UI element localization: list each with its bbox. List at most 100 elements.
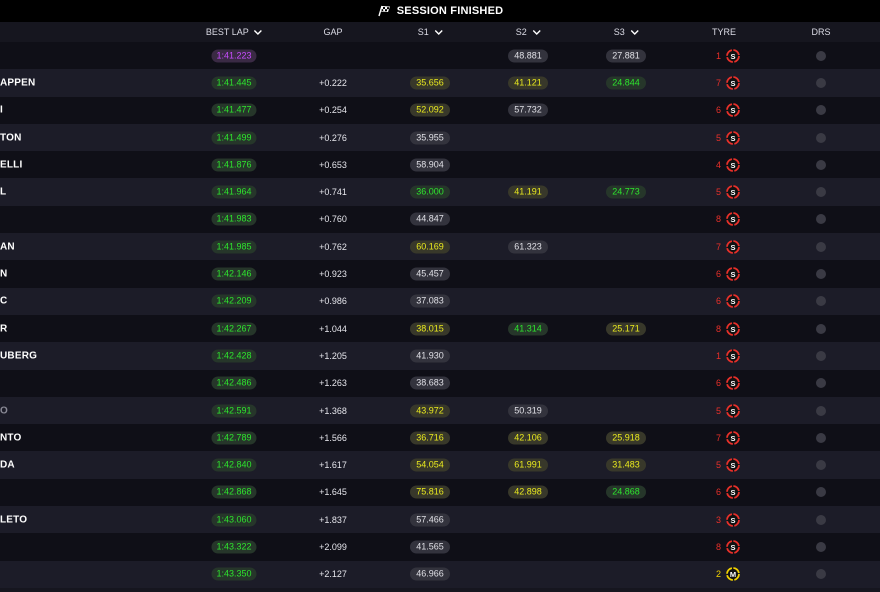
table-row[interactable]: DA 1:42.840 +1.617 54.054 61.991 31.483 5 S (0, 451, 880, 479)
drs-indicator (816, 269, 826, 280)
table-row[interactable]: TON 1:41.499 +0.276 35.955 5 S (0, 123, 880, 152)
drs-indicator (816, 432, 826, 443)
chevron-down-icon (254, 30, 263, 36)
best-lap-time: 1:43.322 (211, 540, 257, 554)
table-row[interactable]: L 1:41.964 +0.741 36.000 41.191 24.773 5 S (0, 178, 880, 206)
table-row[interactable]: 1:42.486 +1.263 38.683 6 S (0, 369, 880, 397)
sector-3-time: 25.918 (606, 431, 646, 445)
sector-1-time: 60.169 (410, 240, 450, 254)
sector-1-time: 52.092 (410, 103, 450, 117)
sector-2-time: 41.314 (508, 322, 548, 336)
table-row[interactable]: C 1:42.209 +0.986 37.083 6 S (0, 287, 880, 315)
sector-2-time: 41.191 (508, 185, 548, 199)
sector-1-time: 41.565 (410, 540, 450, 554)
tyre-compound: S (731, 51, 736, 60)
gap-value: +1.263 (319, 378, 347, 389)
gap-value: +0.276 (319, 132, 347, 143)
sector-2-time: 61.323 (508, 240, 548, 254)
drs-indicator (816, 50, 826, 61)
table-row[interactable]: N 1:42.146 +0.923 45.457 6 S (0, 260, 880, 288)
sector-1-time: 57.466 (410, 513, 450, 527)
table-row[interactable]: APPEN 1:41.445 +0.222 35.656 41.121 24.844 7 S (0, 69, 880, 97)
sector-3-time: 24.868 (606, 485, 646, 499)
table-row[interactable]: LETO 1:43.060 +1.837 57.466 3 S (0, 506, 880, 534)
best-lap-time: 1:42.789 (211, 431, 257, 445)
column-s2[interactable]: S2 (516, 22, 541, 42)
tyre-age: 6 (715, 105, 722, 116)
table-row[interactable]: UBERG 1:42.428 +1.205 41.930 1 S (0, 342, 880, 370)
driver-name: L (0, 186, 7, 198)
tyre-age: 5 (715, 460, 722, 471)
table-row[interactable]: R 1:42.267 +1.044 38.015 41.314 25.171 8 S (0, 314, 880, 343)
soft-tyre-icon: S (726, 212, 740, 227)
gap-value: +0.222 (319, 77, 347, 88)
drs-indicator (816, 378, 826, 389)
tyre-compound: S (731, 379, 736, 388)
driver-name: AN (0, 241, 15, 253)
tyre-age: 2 (715, 569, 722, 580)
drs-indicator (816, 296, 826, 307)
table-row[interactable]: 1:41.983 +0.760 44.847 8 S (0, 205, 880, 234)
table-row[interactable]: ELLI 1:41.876 +0.653 58.904 4 S (0, 151, 880, 179)
table-row[interactable]: AN 1:41.985 +0.762 60.169 61.323 7 S (0, 233, 880, 261)
column-s1[interactable]: S1 (418, 22, 443, 42)
sector-1-time: 44.847 (410, 212, 450, 226)
table-row[interactable]: 1:43.322 +2.099 41.565 8 S (0, 533, 880, 561)
sector-2-time: 50.319 (508, 404, 548, 417)
gap-value: +0.923 (319, 269, 347, 280)
driver-name: O (0, 405, 8, 416)
tyre-compound: S (731, 515, 736, 524)
sector-1-time: 54.054 (410, 458, 450, 472)
table-row[interactable]: 1:41.223 48.881 27.881 1 S (0, 42, 880, 70)
table-row[interactable]: NTO 1:42.789 +1.566 36.716 42.106 25.918 7 S (0, 424, 880, 452)
drs-indicator (816, 487, 826, 498)
tyre-age: 8 (715, 323, 722, 334)
session-status-text: SESSION FINISHED (396, 5, 504, 17)
best-lap-time: 1:41.499 (211, 131, 257, 145)
sector-1-time: 38.015 (410, 322, 450, 336)
sector-2-time: 42.106 (508, 431, 548, 445)
tyre-age: 5 (715, 132, 722, 143)
driver-name: TON (0, 132, 22, 144)
tyre-age: 6 (715, 487, 722, 498)
table-row[interactable]: O 1:42.591 +1.368 43.972 50.319 5 S (0, 396, 880, 425)
tyre-compound: S (731, 133, 736, 142)
drs-indicator (816, 350, 826, 361)
tyre-compound: S (731, 188, 736, 197)
gap-value: +0.760 (319, 214, 347, 225)
best-lap-time: 1:41.983 (211, 212, 257, 226)
medium-tyre-icon: M (726, 567, 740, 582)
best-lap-time: 1:41.477 (211, 103, 257, 117)
tyre-age: 4 (715, 159, 722, 170)
gap-value: +1.645 (319, 487, 347, 498)
column-best-lap[interactable]: BEST LAP (206, 22, 263, 42)
tyre-age: 8 (715, 214, 722, 225)
table-row[interactable]: 1:43.350 +2.127 46.966 2 M (0, 560, 880, 588)
gap-value: +2.127 (319, 569, 347, 580)
tyre-age: 5 (715, 405, 722, 416)
column-drs-label: DRS (811, 27, 831, 37)
soft-tyre-icon: S (726, 76, 740, 90)
table-row[interactable]: 1:42.868 +1.645 75.816 42.898 24.868 6 S (0, 478, 880, 507)
column-s3[interactable]: S3 (614, 22, 639, 42)
soft-tyre-icon: S (726, 267, 740, 281)
sector-3-time: 25.171 (606, 322, 646, 336)
session-status-bar: SESSION FINISHED (0, 0, 880, 22)
soft-tyre-icon: S (726, 185, 740, 200)
soft-tyre-icon: S (726, 130, 740, 145)
soft-tyre-icon: S (726, 294, 740, 309)
soft-tyre-icon: S (726, 239, 740, 254)
gap-value: +1.837 (319, 514, 347, 525)
column-s3-label: S3 (613, 27, 625, 37)
drs-indicator (816, 541, 826, 552)
sector-1-time: 58.904 (410, 158, 450, 172)
table-row[interactable]: I 1:41.477 +0.254 52.092 57.732 6 S (0, 96, 880, 124)
